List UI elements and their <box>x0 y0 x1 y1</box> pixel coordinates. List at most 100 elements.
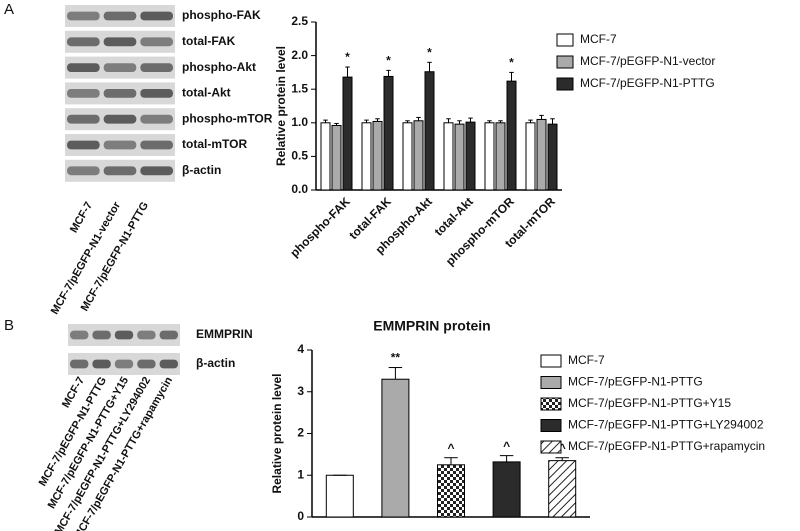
blot-band <box>67 89 100 98</box>
legend-label: MCF-7/pEGFP-N1-PTTG+Y15 <box>568 396 731 410</box>
blot-band <box>103 89 137 98</box>
blot-band <box>67 140 100 150</box>
blot-band <box>114 330 134 340</box>
blot-band <box>159 359 178 369</box>
annotation: * <box>345 50 350 64</box>
y-tick-label: 2.0 <box>291 48 308 62</box>
bar <box>525 122 536 191</box>
y-axis-label: Relative protein level <box>270 373 284 493</box>
chart-title: EMMPRIN protein <box>373 318 490 334</box>
band-label: EMMPRIN <box>196 327 253 341</box>
blot-band <box>103 63 137 72</box>
y-tick-label: 4 <box>297 342 304 356</box>
bar <box>547 123 558 191</box>
blot-band <box>67 166 100 176</box>
y-tick-label: 3 <box>297 384 304 398</box>
legend-label: MCF-7/pEGFP-N1-PTTG+LY294002 <box>568 418 764 432</box>
blot-band <box>114 359 134 369</box>
blot-band <box>140 63 173 72</box>
legend-label: MCF-7/pEGFP-N1-PTTG <box>580 76 715 90</box>
blot-band <box>140 114 173 124</box>
legend-swatch <box>540 440 562 454</box>
legend-label: MCF-7/pEGFP-N1-PTTG+rapamycin <box>568 439 765 453</box>
blot-band <box>103 114 137 124</box>
blot-band <box>140 166 173 176</box>
bar <box>465 121 476 191</box>
blot-band <box>103 140 137 150</box>
y-tick-label: 0.5 <box>291 149 308 163</box>
bar <box>484 122 495 191</box>
bar <box>320 122 331 191</box>
bar <box>342 76 353 191</box>
blot-band <box>140 140 173 150</box>
bar <box>383 75 394 191</box>
blot-band <box>140 11 173 21</box>
bar <box>506 80 517 191</box>
band-label: β-actin <box>182 163 221 177</box>
legend-swatch <box>556 33 574 47</box>
bar <box>492 461 521 518</box>
blot-band <box>67 114 100 124</box>
legend-swatch <box>540 419 562 432</box>
band-label: total-Akt <box>182 86 231 100</box>
annotation: * <box>386 54 391 68</box>
blot-band <box>92 359 111 369</box>
bar <box>372 120 383 191</box>
bar <box>437 464 465 518</box>
band-label: phospho-Akt <box>182 60 256 74</box>
blot-band <box>103 166 137 176</box>
annotation: * <box>509 56 514 70</box>
legend-label: MCF-7 <box>568 353 605 367</box>
band-label: β-actin <box>196 356 235 370</box>
blot-band <box>67 11 100 21</box>
bar <box>325 474 354 518</box>
panel-label: B <box>4 317 14 334</box>
legend-swatch <box>540 397 562 411</box>
blot-band <box>159 330 178 340</box>
y-tick-label: 0.0 <box>291 182 308 196</box>
legend-label: MCF-7/pEGFP-N1-PTTG <box>568 375 703 389</box>
legend-swatch <box>540 376 562 389</box>
bar <box>548 460 577 518</box>
legend-label: MCF-7/pEGFP-N1-vector <box>580 54 715 68</box>
band-label: total-mTOR <box>182 137 247 151</box>
annotation: ** <box>391 351 401 365</box>
legend-swatch <box>540 354 562 368</box>
y-tick-label: 2 <box>297 426 304 440</box>
bar <box>443 122 454 191</box>
x-tick-label: phospho-FAK <box>287 194 353 260</box>
annotation: ^ <box>503 439 510 453</box>
bar <box>413 120 424 191</box>
blot-band <box>137 359 156 369</box>
y-axis-label: Relative protein level <box>274 46 288 166</box>
blot-band <box>67 63 100 72</box>
bar <box>454 123 465 191</box>
bar <box>536 118 547 191</box>
annotation: ^ <box>559 441 566 455</box>
blot-band <box>137 330 156 340</box>
blot-band <box>140 89 173 98</box>
band-label: total-FAK <box>182 34 236 48</box>
bar <box>361 122 372 191</box>
lane-label: MCF-7 <box>68 200 95 235</box>
blot-band <box>67 37 100 47</box>
band-label: phospho-FAK <box>182 8 261 22</box>
blot-band <box>92 330 111 340</box>
blot-band <box>103 11 137 21</box>
panel-label: A <box>4 1 14 18</box>
y-tick-label: 0 <box>297 509 304 523</box>
blot-band <box>140 37 173 47</box>
bar <box>495 122 506 191</box>
y-tick-label: 1.0 <box>291 115 308 129</box>
bar <box>402 122 413 191</box>
blot-band <box>103 37 137 47</box>
blot-band <box>70 359 89 369</box>
legend-swatch <box>556 77 574 91</box>
legend-swatch <box>556 55 574 69</box>
band-label: phospho-mTOR <box>182 111 273 125</box>
blot-band <box>70 330 89 340</box>
y-tick-label: 1.5 <box>291 81 308 95</box>
bar <box>381 378 410 518</box>
bar <box>331 124 342 191</box>
